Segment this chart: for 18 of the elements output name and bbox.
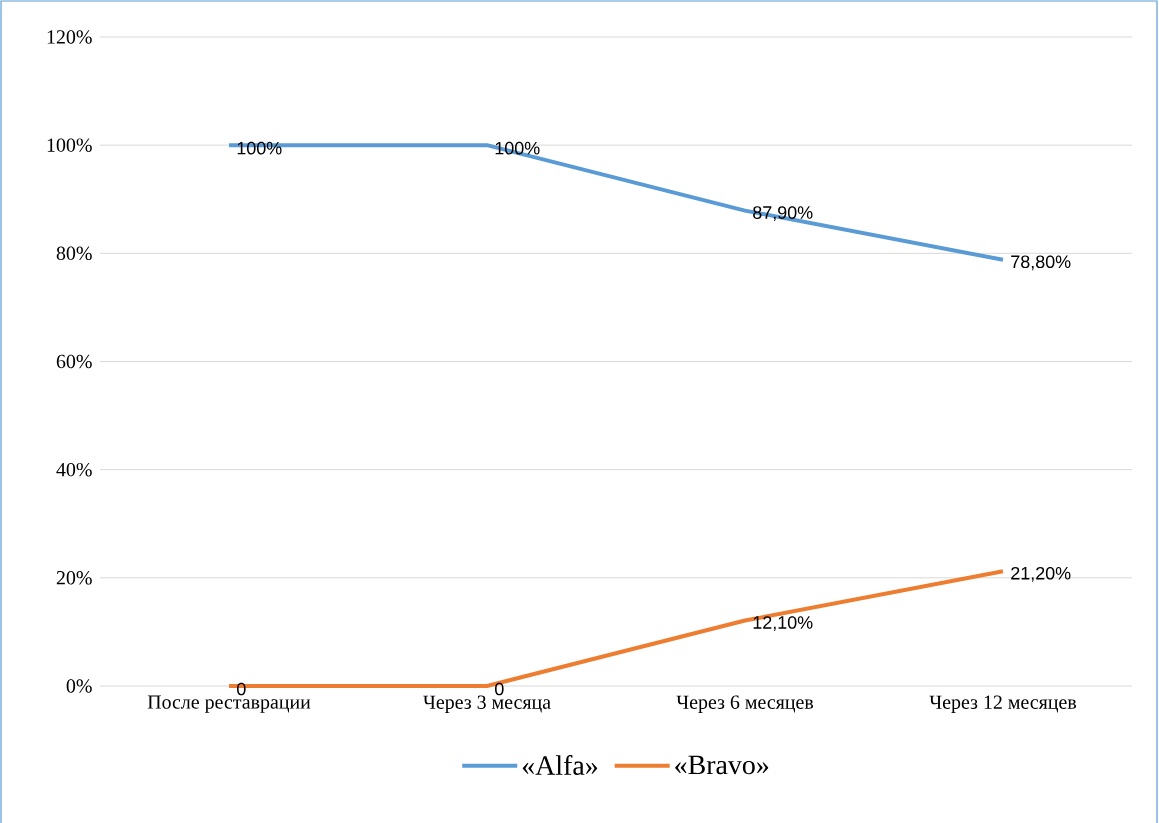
x-tick-label: После реставрации (147, 695, 311, 713)
x-tick-label: Через 3 месяца (423, 695, 551, 713)
y-tick-label: 0% (66, 679, 92, 693)
y-tick-label: 60% (56, 354, 92, 369)
data-label: 12,10% (753, 616, 813, 631)
data-label: 0 (495, 682, 504, 696)
legend-label: «Bravo» (675, 755, 769, 775)
y-tick-label: 120% (47, 30, 92, 44)
y-tick-label: 40% (56, 462, 92, 477)
x-tick-label: Через 6 месяцев (676, 695, 814, 713)
y-tick-label: 20% (56, 571, 92, 585)
legend-label: «Alfa» (522, 755, 598, 775)
data-label: 100% (495, 141, 540, 155)
y-tick-label: 100% (47, 138, 92, 152)
y-tick-label: 80% (56, 246, 92, 261)
x-tick-label: Через 12 месяцев (929, 695, 1077, 713)
data-label: 21,20% (1011, 566, 1071, 582)
data-label: 78,80% (1011, 255, 1071, 271)
